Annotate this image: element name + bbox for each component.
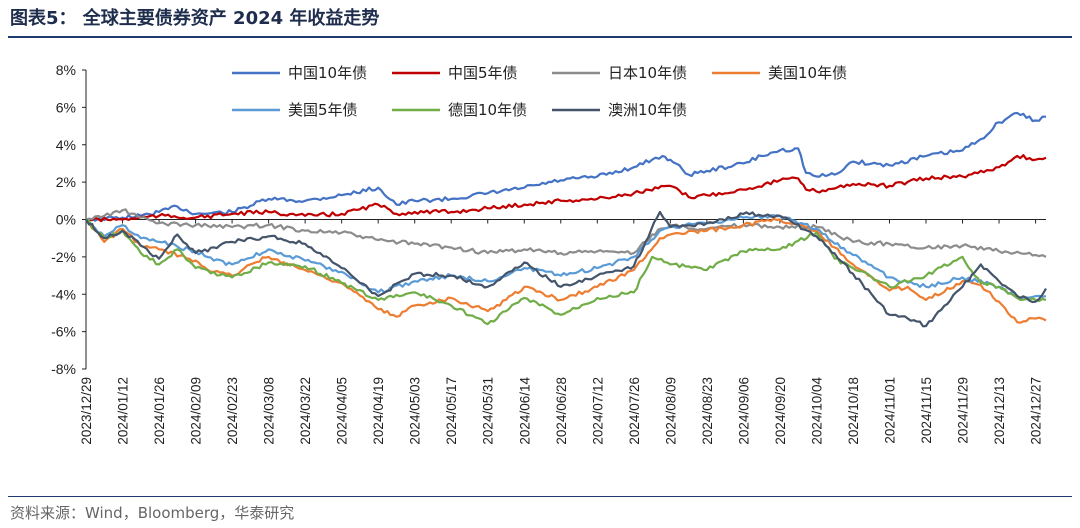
- y-tick-label: 8%: [56, 62, 76, 78]
- x-tick-label: 2024/04/05: [335, 377, 350, 445]
- x-tick-label: 2024/11/29: [956, 377, 971, 444]
- x-tick-label: 2024/03/22: [298, 377, 313, 445]
- x-tick-label: 2023/12/29: [79, 377, 94, 445]
- y-tick-label: 2%: [56, 174, 76, 190]
- series-line: [85, 208, 1047, 258]
- y-tick-label: 4%: [56, 137, 76, 153]
- x-tick-label: 2024/02/23: [225, 377, 240, 445]
- series-line: [85, 210, 1047, 328]
- y-tick-label: -4%: [51, 286, 76, 302]
- x-tick-label: 2024/07/12: [590, 377, 605, 445]
- y-tick-label: -6%: [51, 324, 76, 340]
- figure-title: 图表5： 全球主要债券资产 2024 年收益走势: [10, 8, 380, 29]
- x-tick-label: 2024/03/08: [262, 377, 277, 445]
- x-tick-label: 2024/10/18: [846, 377, 861, 445]
- legend-label: 澳洲10年债: [608, 101, 687, 119]
- series-line: [85, 111, 1046, 222]
- bond-returns-line-chart: 8% 6% 4% 2% 0% -2% -4% -6% -8%2023/12/29 2024/01/…: [51, 62, 1047, 445]
- x-tick-label: 2024/10/04: [809, 377, 824, 445]
- legend-label: 中国5年债: [448, 64, 518, 82]
- x-tick-label: 2024/09/20: [773, 377, 788, 445]
- y-tick-label: 6%: [56, 99, 76, 115]
- x-tick-label: 2024/06/14: [517, 377, 532, 445]
- legend-label: 美国10年债: [768, 64, 847, 82]
- y-tick-label: -8%: [51, 361, 76, 377]
- series-line: [85, 218, 1047, 326]
- source-note: 资料来源：Wind，Bloomberg，华泰研究: [10, 504, 295, 522]
- x-tick-label: 2024/02/09: [189, 377, 204, 445]
- x-tick-label: 2024/05/17: [444, 377, 459, 445]
- x-tick-label: 2024/06/28: [554, 377, 569, 445]
- x-tick-label: 2024/07/26: [627, 377, 642, 445]
- x-tick-label: 2024/12/27: [1029, 377, 1044, 445]
- chart-axes: 8% 6% 4% 2% 0% -2% -4% -6% -8%2023/12/29 2024/01/…: [51, 62, 1046, 445]
- x-tick-label: 2024/08/09: [663, 377, 678, 445]
- x-tick-label: 2024/09/06: [736, 377, 751, 445]
- legend-label: 德国10年债: [448, 101, 527, 119]
- series-line: [85, 217, 1047, 324]
- x-tick-label: 2024/04/19: [371, 377, 386, 445]
- legend-label: 美国5年债: [288, 101, 358, 119]
- x-tick-label: 2024/05/31: [481, 377, 496, 445]
- y-tick-label: -2%: [51, 249, 76, 265]
- x-tick-label: 2024/12/13: [992, 377, 1007, 445]
- source-divider: [8, 496, 1072, 497]
- legend-label: 日本10年债: [608, 64, 687, 82]
- x-tick-label: 2024/08/23: [700, 377, 715, 445]
- x-tick-label: 2024/11/15: [919, 377, 934, 444]
- x-tick-label: 2024/05/03: [408, 377, 423, 445]
- x-tick-label: 2024/11/01: [882, 377, 897, 444]
- series-line: [85, 214, 1047, 301]
- series-line: [85, 154, 1047, 223]
- x-tick-label: 2024/01/12: [116, 377, 131, 445]
- title-divider: [8, 36, 1072, 38]
- legend-label: 中国10年债: [288, 64, 367, 82]
- y-tick-label: 0%: [56, 212, 76, 228]
- x-tick-label: 2024/01/26: [152, 377, 167, 445]
- chart-series-lines: [85, 111, 1047, 328]
